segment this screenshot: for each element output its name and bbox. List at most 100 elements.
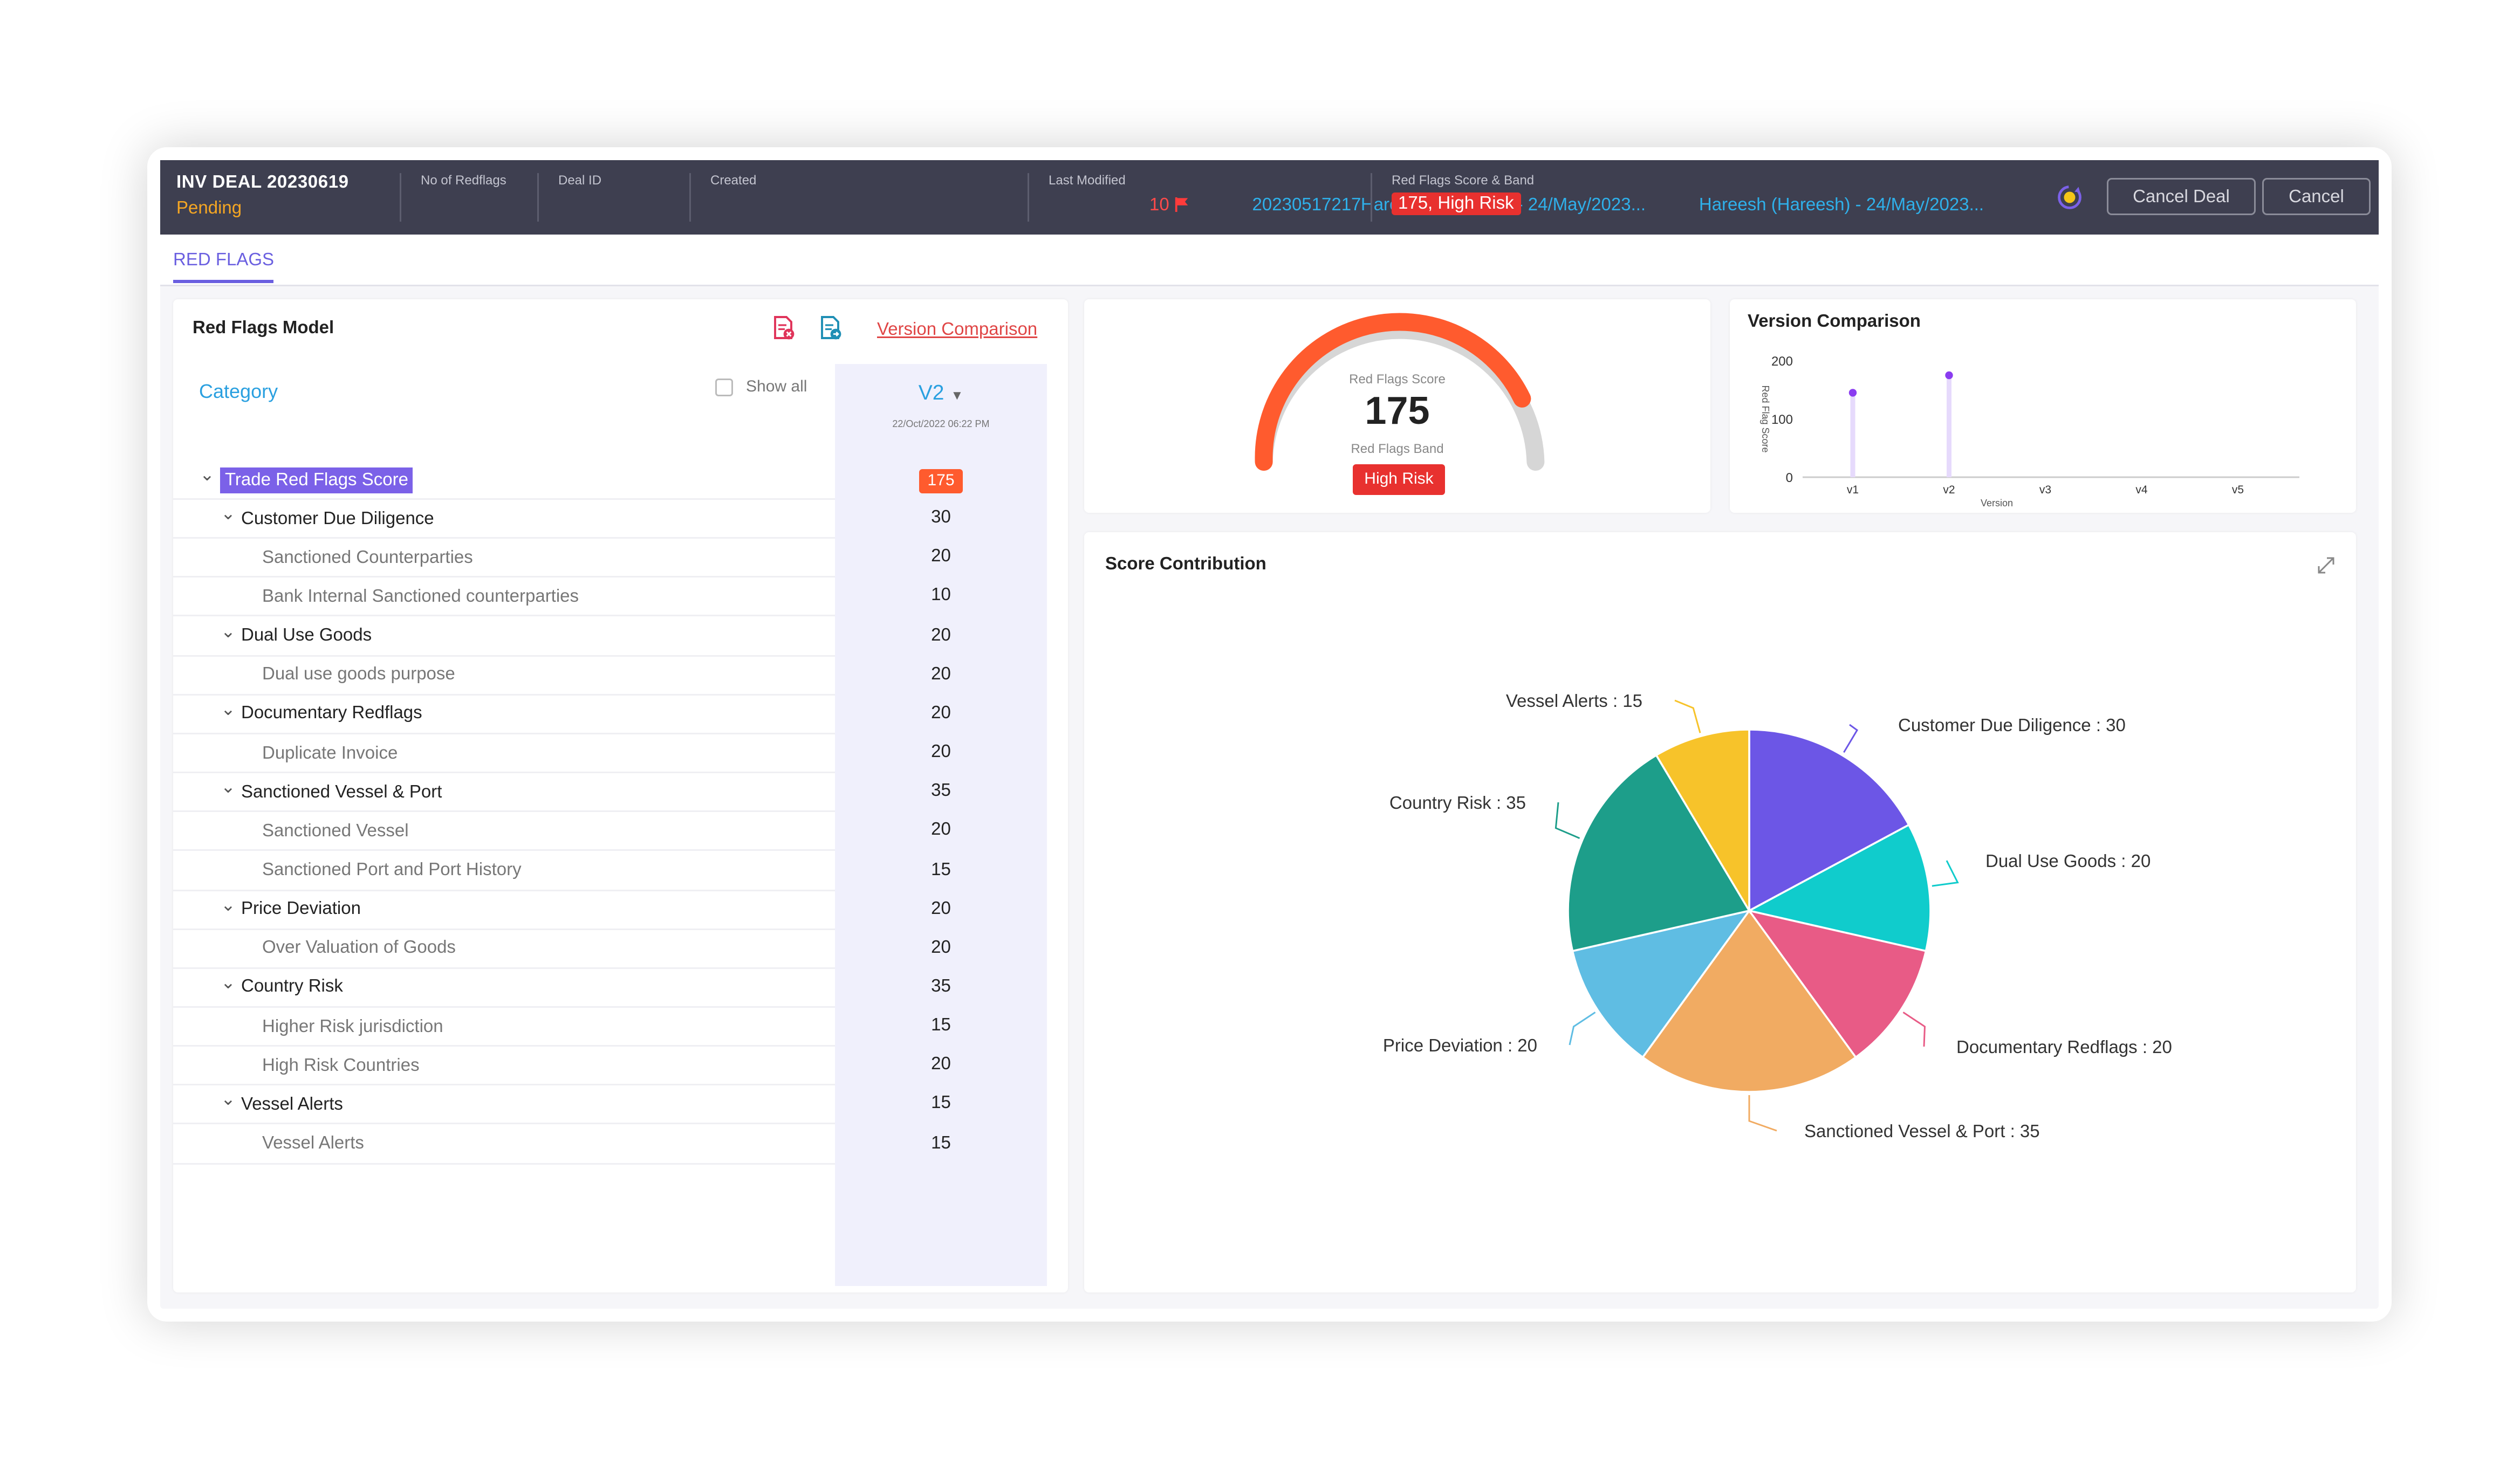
pie-slice-label: Documentary Redflags : 20 — [1956, 1037, 2172, 1057]
y-tick-label: 200 — [1771, 354, 1793, 369]
show-all-checkbox[interactable] — [715, 379, 733, 396]
chevron-down-icon[interactable]: ⌄ — [221, 895, 236, 915]
pie-slice — [1571, 909, 1752, 1059]
score-contribution-pie: Customer Due Diligence : 30 Dual Use Good… — [1383, 691, 2172, 1141]
tree-row: Over Valuation of Goods — [173, 930, 835, 969]
chevron-down-icon[interactable]: ⌄ — [221, 622, 236, 642]
chevron-down-icon[interactable]: ⌄ — [221, 700, 236, 720]
tree-row: Sanctioned Port and Port History — [173, 852, 835, 891]
score-value: 20 — [931, 938, 951, 958]
refresh-icon[interactable] — [2053, 181, 2086, 214]
deal-status: Pending — [176, 199, 242, 218]
tree-row-label: Sanctioned Port and Port History — [262, 861, 522, 880]
pie-slice-label: Dual Use Goods : 20 — [1985, 851, 2151, 871]
tree-row-label: Documentary Redflags — [241, 704, 422, 724]
score-value: 15 — [931, 859, 951, 879]
last-modified-label: Last Modified — [1049, 173, 1126, 188]
export-file-icon[interactable] — [817, 315, 843, 341]
pie-slice — [1746, 823, 1932, 952]
chevron-down-icon[interactable]: ⌄ — [221, 505, 236, 525]
show-all-label: Show all — [746, 379, 807, 396]
score-value: 20 — [931, 898, 951, 918]
deal-id-field: Deal ID 20230517217 — [537, 173, 1361, 222]
pie-slice-label: Country Risk : 35 — [1389, 793, 1526, 813]
x-tick-label: v4 — [2135, 484, 2148, 496]
tree-row[interactable]: ⌄ Customer Due Diligence — [173, 500, 835, 539]
gauge-fill — [1255, 313, 1531, 471]
tree-row-label: Sanctioned Counterparties — [262, 548, 473, 568]
y-axis-label: Red Flag Score — [1760, 385, 1771, 452]
tree-row-score: 35 — [835, 977, 1047, 996]
score-value: 20 — [931, 547, 951, 567]
last-modified-value[interactable]: Hareesh (Hareesh) - 24/May/2023... — [1699, 196, 1984, 215]
pie-leader-line — [1674, 699, 1701, 733]
tree-row[interactable]: ⌄ Country Risk — [173, 969, 835, 1008]
tree-row-label: Customer Due Diligence — [241, 508, 434, 528]
cancel-button[interactable]: Cancel — [2262, 178, 2371, 215]
tree-row-label: Higher Risk jurisdiction — [262, 1016, 443, 1036]
tree-row: Duplicate Invoice — [173, 734, 835, 774]
chevron-down-icon[interactable]: ⌄ — [221, 973, 236, 993]
show-all-toggle[interactable]: Show all — [715, 379, 807, 396]
chevron-down-icon[interactable]: ⌄ — [200, 466, 215, 485]
version-chart: 200 100 0 Red Flag Score v1 v2 v3 v4 v5 Version — [1760, 354, 2299, 508]
tree-row-label: Price Deviation — [241, 899, 361, 919]
version-comparison-link[interactable]: Version Comparison — [877, 320, 1038, 340]
gauge-band-badge: High Risk — [1353, 464, 1445, 495]
score-value: 15 — [931, 1094, 951, 1114]
redflag-count-value: 10 — [1063, 196, 1275, 215]
cancel-deal-button[interactable]: Cancel Deal — [2107, 178, 2256, 215]
tree-row-score: 20 — [835, 625, 1047, 645]
y-tick-label: 100 — [1771, 412, 1793, 427]
tree-row-score: 20 — [835, 899, 1047, 918]
created-label: Created — [710, 173, 757, 188]
tree-row-score: 20 — [835, 1055, 1047, 1075]
tree-row[interactable]: ⌄ Documentary Redflags — [173, 696, 835, 734]
tree-row-label: High Risk Countries — [262, 1056, 420, 1076]
tree-row: Bank Internal Sanctioned counterparties — [173, 578, 835, 617]
tree-row-score: 35 — [835, 782, 1047, 801]
version-comparison-card: Version Comparison 200 100 0 Red Flag Score… — [1730, 299, 2356, 513]
pie-leader-line — [1932, 860, 1959, 887]
deal-title: INV DEAL 20230619 — [176, 173, 349, 192]
category-heading: Category — [199, 380, 278, 403]
version-date: 22/Oct/2022 06:22 PM — [892, 421, 990, 430]
redflag-count-field: No of Redflags 10 — [400, 173, 1188, 222]
score-value: 30 — [931, 508, 951, 528]
tree-row-label: Over Valuation of Goods — [262, 938, 456, 958]
tree-row[interactable]: ⌄ Vessel Alerts — [173, 1086, 835, 1125]
tree-row-score: 20 — [835, 938, 1047, 957]
x-axis-label: Version — [1981, 498, 2013, 508]
pie-leader-line — [1843, 724, 1859, 753]
pie-slice-label: Sanctioned Vessel & Port : 35 — [1804, 1121, 2040, 1141]
tree-row-score: 15 — [835, 1094, 1047, 1113]
tree-row: Dual use goods purpose — [173, 656, 835, 696]
tree-row[interactable]: ⌄ Dual Use Goods — [173, 617, 835, 656]
tab-bar: RED FLAGS — [160, 235, 2379, 286]
tree-row-score: 10 — [835, 586, 1047, 606]
created-field: Created Hareesh (Hareesh) - 24/May/2023.… — [689, 173, 1646, 222]
score-value: 35 — [931, 976, 951, 996]
score-value: 15 — [931, 1133, 951, 1153]
pie-leader-line — [1748, 1095, 1777, 1132]
tree-row[interactable]: ⌄ Trade Red Flags Score — [173, 461, 835, 500]
chevron-down-icon[interactable]: ⌄ — [221, 778, 236, 798]
version-chart-title: Version Comparison — [1748, 312, 1921, 332]
chevron-down-icon[interactable]: ⌄ — [221, 1091, 236, 1111]
caret-down-icon: ▼ — [950, 388, 964, 403]
model-title: Red Flags Model — [193, 319, 334, 338]
tab-red-flags[interactable]: RED FLAGS — [173, 251, 275, 283]
tree-row: Sanctioned Counterparties — [173, 539, 835, 578]
total-score-badge: 175 — [919, 469, 963, 493]
tree-row: Sanctioned Vessel — [173, 813, 835, 852]
tree-row[interactable]: ⌄ Price Deviation — [173, 891, 835, 930]
score-gauge-card: Red Flags Score 175 Red Flags Band High … — [1084, 299, 1710, 513]
version-selector[interactable]: V2 ▼ — [835, 380, 1047, 404]
tree-row-label: Vessel Alerts — [241, 1095, 343, 1115]
expand-icon[interactable] — [2317, 556, 2335, 574]
x-tick-label: v1 — [1847, 484, 1859, 496]
tree-row[interactable]: ⌄ Sanctioned Vessel & Port — [173, 774, 835, 813]
tree-row-score: 30 — [835, 508, 1047, 527]
delete-file-icon[interactable] — [770, 315, 796, 341]
x-tick-label: v2 — [1943, 484, 1955, 496]
